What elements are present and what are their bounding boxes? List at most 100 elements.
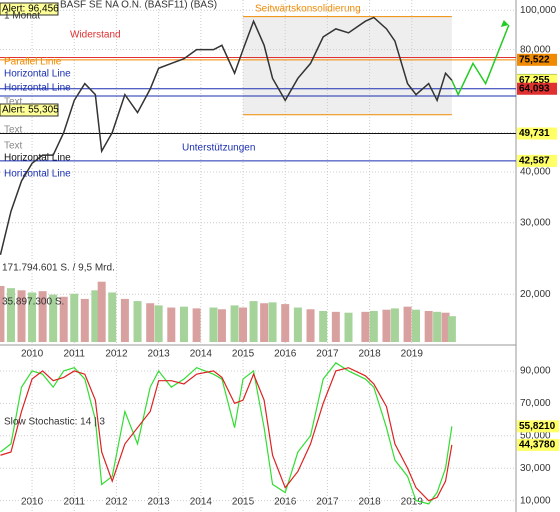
y-tick-label: 90,000 [520, 366, 551, 377]
volume-bar [319, 310, 328, 342]
x-tick-label: 2019 [401, 349, 424, 360]
y-tick-label: 30,000 [520, 217, 551, 228]
x-tick-label: 2013 [148, 497, 171, 508]
y-tick-label: 70,000 [520, 398, 551, 409]
stochastic-line [0, 362, 453, 505]
x-tick-label: 2015 [232, 497, 255, 508]
x-tick-label: 2016 [274, 497, 297, 508]
volume-bar [424, 310, 433, 342]
volume-bar [28, 292, 37, 342]
volume-bar [382, 309, 391, 342]
x-tick-label: 2018 [358, 349, 381, 360]
alert-box [0, 103, 59, 117]
stochastic-value-box [517, 420, 559, 433]
volume-bar [293, 307, 302, 342]
line-label: Horizontal Line [4, 169, 71, 180]
volume-label: 171.794.601 S. / 9,5 Mrd. [2, 263, 115, 274]
volume-bar [17, 290, 26, 342]
stochastic-value: 44,3780 [519, 440, 556, 451]
price-label-box [517, 127, 557, 140]
volume-bar [306, 309, 315, 342]
volume-bar [441, 312, 450, 342]
price-line [0, 16, 453, 256]
y-tick-label: 50,000 [520, 430, 551, 441]
annotation: Text [4, 141, 23, 152]
volume-bar [192, 308, 201, 342]
price-label: 75,522 [519, 54, 550, 65]
volume-bar [249, 301, 258, 342]
volume-label: 35.897.300 S. [2, 297, 64, 308]
volume-bar [97, 281, 106, 342]
price-label: 67,255 [519, 75, 550, 86]
volume-bar [268, 302, 277, 342]
stochastic-value-box [517, 438, 559, 451]
stochastic-value: 55,8210 [519, 421, 556, 432]
y-tick-label: 100,000 [520, 5, 557, 16]
line-label: Horizontal Line [4, 83, 71, 94]
volume-bar [217, 309, 226, 342]
line-label: Alert: 55,305 [2, 105, 59, 116]
price-label-box [517, 82, 557, 95]
volume-bar [70, 293, 79, 342]
volume-bar [344, 312, 353, 342]
line-label: Widerstand [70, 30, 121, 41]
x-tick-label: 2010 [21, 497, 44, 508]
volume-bar [412, 309, 421, 342]
volume-bar [91, 290, 100, 342]
box-label: Seitwärtskonsolidierung [255, 3, 361, 14]
volume-bar [390, 308, 399, 342]
x-tick-label: 2017 [316, 497, 339, 508]
x-tick-label: 2012 [105, 349, 128, 360]
volume-bar [0, 286, 5, 342]
volume-bar [331, 311, 340, 342]
x-tick-label: 2010 [21, 349, 44, 360]
volume-bar [361, 311, 370, 342]
chart-title: BASF SE NA O.N. (BASF11) (BAS) [60, 0, 217, 11]
y-tick-label: 80,000 [520, 44, 551, 55]
volume-bar [403, 306, 412, 342]
x-tick-label: 2013 [148, 349, 171, 360]
volume-bar [49, 294, 58, 342]
annotation: Text [4, 97, 23, 108]
stochastic-label: Slow Stochastic: 14 | 3 [4, 417, 105, 428]
line-label: Alert: 96,456 [2, 4, 59, 15]
price-label: 64,093 [519, 83, 550, 94]
price-label-box [517, 53, 557, 66]
x-tick-label: 2016 [274, 349, 297, 360]
volume-bar [230, 305, 239, 342]
y-tick-label: 30,000 [520, 463, 551, 474]
line-label: Horizontal Line [4, 69, 71, 80]
x-tick-label: 2015 [232, 349, 255, 360]
volume-bar [260, 303, 269, 342]
volume-bar [108, 292, 117, 342]
x-tick-label: 2011 [63, 497, 85, 508]
price-label: 42,587 [519, 156, 550, 167]
stochastic-line [0, 367, 453, 502]
volume-bar [6, 288, 15, 342]
line-label: Parallel Linie [4, 57, 62, 68]
volume-bar [167, 307, 176, 342]
price-label: 49,731 [519, 128, 550, 139]
volume-bar [59, 296, 68, 342]
x-tick-label: 2018 [358, 497, 381, 508]
volume-bar [281, 304, 290, 342]
volume-bar [369, 310, 378, 342]
volume-bar [433, 311, 442, 342]
annotation: Unterstützungen [182, 143, 255, 154]
arrow-head [500, 19, 509, 27]
volume-bar [209, 307, 218, 342]
x-tick-label: 2014 [190, 349, 213, 360]
x-tick-label: 2017 [316, 349, 339, 360]
chart-subtitle: 1 Monat [4, 11, 40, 22]
y-tick-label: 20,000 [520, 289, 551, 300]
volume-bar [447, 316, 456, 342]
volume-bar [154, 305, 163, 342]
volume-bar [120, 298, 129, 342]
y-tick-label: 10,000 [520, 495, 551, 506]
annotation: Text [4, 125, 23, 136]
x-tick-label: 2011 [63, 349, 85, 360]
consolidation-box [243, 16, 452, 115]
y-tick-label: 40,000 [520, 167, 551, 178]
volume-bar [80, 298, 89, 342]
